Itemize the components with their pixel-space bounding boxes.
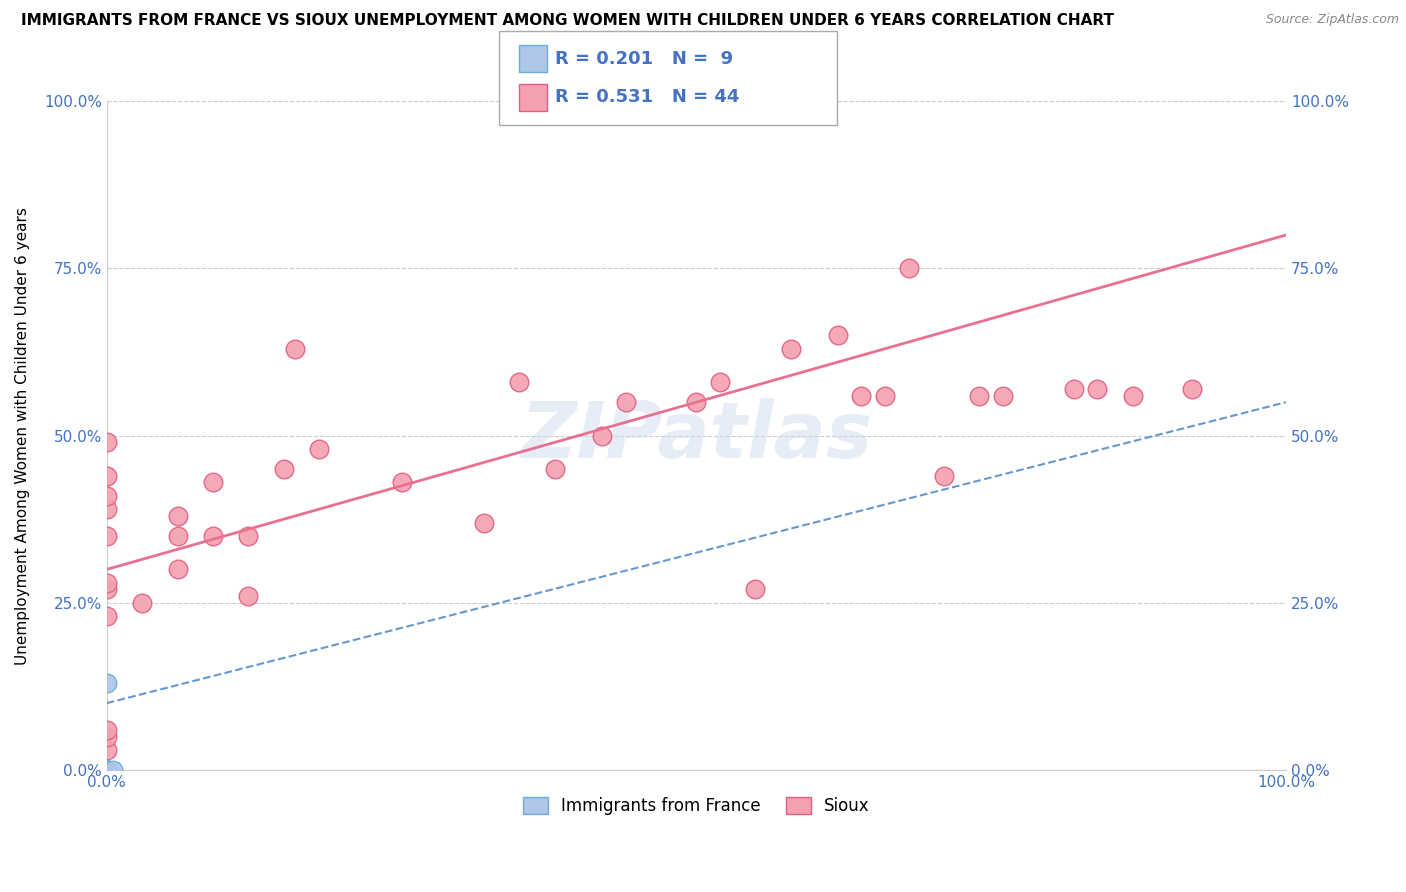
Y-axis label: Unemployment Among Women with Children Under 6 years: Unemployment Among Women with Children U… — [15, 207, 30, 665]
Point — [932, 468, 955, 483]
Point — [96, 723, 118, 737]
Point — [96, 763, 118, 777]
Text: IMMIGRANTS FROM FRANCE VS SIOUX UNEMPLOYMENT AMONG WOMEN WITH CHILDREN UNDER 6 Y: IMMIGRANTS FROM FRANCE VS SIOUX UNEMPLOY… — [21, 13, 1114, 29]
Point — [96, 609, 118, 624]
Point — [166, 508, 188, 523]
Point — [1085, 382, 1108, 396]
Point — [166, 562, 188, 576]
Point — [96, 763, 118, 777]
Point — [201, 475, 224, 490]
Point — [827, 328, 849, 343]
Text: R = 0.201   N =  9: R = 0.201 N = 9 — [555, 50, 734, 68]
Point — [96, 489, 118, 503]
Text: Source: ZipAtlas.com: Source: ZipAtlas.com — [1265, 13, 1399, 27]
Legend: Immigrants from France, Sioux: Immigrants from France, Sioux — [516, 790, 876, 822]
Point — [308, 442, 330, 456]
Point — [744, 582, 766, 597]
Point — [591, 428, 613, 442]
Point — [709, 375, 731, 389]
Point — [96, 529, 118, 543]
Point — [96, 763, 118, 777]
Text: R = 0.531   N = 44: R = 0.531 N = 44 — [555, 88, 740, 106]
Point — [284, 342, 307, 356]
Point — [1122, 388, 1144, 402]
Point — [873, 388, 896, 402]
Point — [851, 388, 873, 402]
Point — [779, 342, 801, 356]
Point — [96, 502, 118, 516]
Point — [96, 435, 118, 450]
Point — [614, 395, 637, 409]
Point — [96, 743, 118, 757]
Point — [1063, 382, 1085, 396]
Point — [96, 468, 118, 483]
Point — [544, 462, 567, 476]
Point — [969, 388, 991, 402]
Point — [273, 462, 295, 476]
Point — [685, 395, 707, 409]
Point — [96, 676, 118, 690]
Point — [96, 730, 118, 744]
Point — [131, 596, 153, 610]
Point — [166, 529, 188, 543]
Point — [1181, 382, 1204, 396]
Point — [238, 529, 260, 543]
Point — [472, 516, 495, 530]
Point — [101, 763, 124, 777]
Point — [897, 261, 920, 276]
Point — [96, 763, 118, 777]
Point — [96, 763, 118, 777]
Point — [96, 763, 118, 777]
Point — [201, 529, 224, 543]
Point — [238, 589, 260, 603]
Point — [508, 375, 530, 389]
Point — [96, 763, 118, 777]
Point — [96, 763, 118, 777]
Point — [96, 575, 118, 590]
Point — [96, 582, 118, 597]
Text: ZIPatlas: ZIPatlas — [520, 398, 873, 474]
Point — [391, 475, 413, 490]
Point — [991, 388, 1014, 402]
